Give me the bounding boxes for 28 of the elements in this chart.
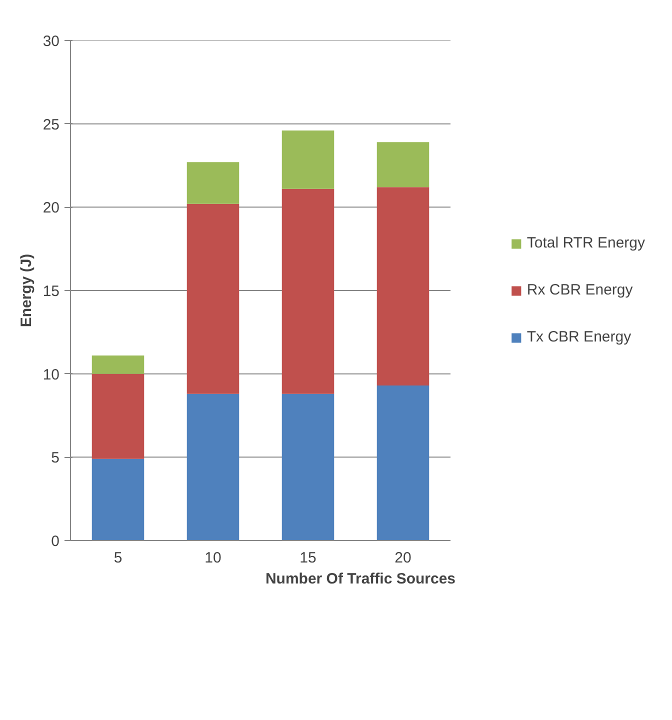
- x-tick-label: 10: [204, 550, 222, 566]
- y-tick-label: 0: [51, 533, 60, 550]
- legend-label: Rx CBR Energy: [526, 282, 633, 298]
- bar: [282, 188, 334, 394]
- x-tick-label: 5: [114, 550, 122, 566]
- bar: [282, 130, 334, 189]
- legend-label: Tx CBR Energy: [526, 328, 632, 346]
- legend-label: Total RTR Energy: [526, 234, 645, 252]
- bar: [376, 386, 430, 540]
- y-tick-label: 15: [42, 283, 60, 300]
- bar: [92, 356, 144, 374]
- x-axis-title: Number Of Traffic Sources: [265, 570, 456, 588]
- bar: [92, 458, 144, 540]
- x-tick-label: 15: [300, 550, 316, 566]
- bar: [186, 394, 240, 540]
- y-tick-label: 5: [51, 450, 60, 467]
- y-axis-title: Energy (J): [18, 254, 35, 328]
- bar: [282, 394, 334, 540]
- bar: [376, 142, 430, 188]
- y-tick-label: 20: [42, 200, 60, 217]
- y-tick-label: 10: [42, 366, 60, 384]
- x-tick-label: 20: [394, 550, 412, 566]
- bar: [92, 374, 144, 459]
- bar: [186, 204, 240, 394]
- bar: [186, 162, 240, 204]
- bar: [376, 187, 430, 386]
- y-tick-label: 25: [42, 116, 60, 134]
- y-tick-label: 30: [42, 33, 60, 50]
